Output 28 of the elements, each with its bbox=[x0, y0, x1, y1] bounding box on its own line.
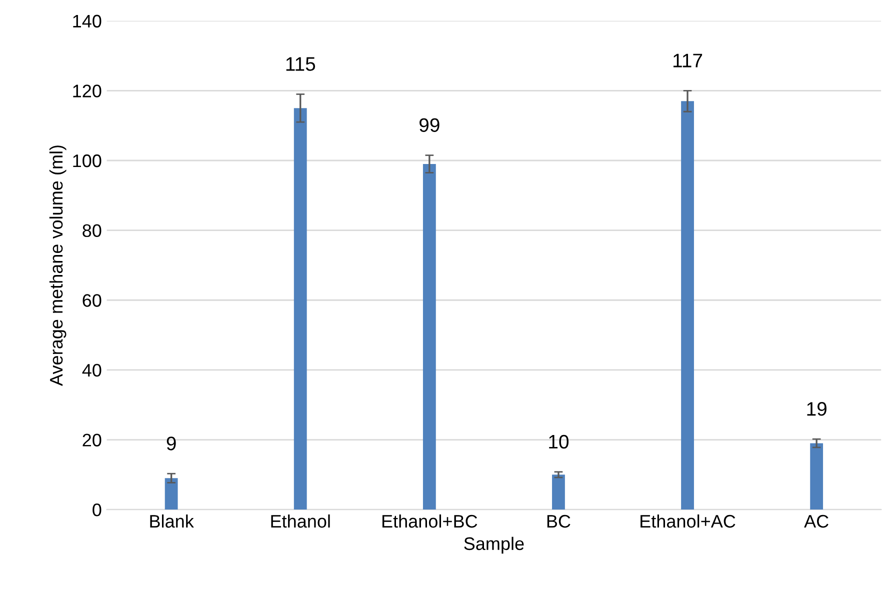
data-label: 117 bbox=[674, 54, 702, 68]
x-axis-title: Sample bbox=[464, 536, 524, 554]
y-tick-label: 0 bbox=[92, 504, 102, 516]
y-tick-label: 80 bbox=[82, 224, 102, 238]
x-tick-label: AC bbox=[804, 514, 828, 528]
y-tick-label: 120 bbox=[73, 84, 102, 98]
bar bbox=[422, 164, 436, 510]
bar bbox=[294, 108, 307, 510]
bar bbox=[552, 474, 565, 510]
data-label: 19 bbox=[807, 402, 826, 416]
y-tick-label: 40 bbox=[82, 364, 102, 377]
y-tick-label: 100 bbox=[73, 154, 102, 168]
y-axis-title: Average methane volume (ml) bbox=[49, 146, 66, 386]
bar bbox=[681, 101, 694, 510]
y-tick-label: 60 bbox=[82, 294, 102, 307]
bar bbox=[810, 443, 824, 510]
x-tick-label: Blank bbox=[150, 514, 194, 528]
data-label: 115 bbox=[286, 57, 316, 71]
x-tick-label: Ethanol bbox=[271, 514, 330, 528]
data-label: 99 bbox=[420, 118, 440, 132]
data-label: 9 bbox=[166, 436, 176, 450]
bar bbox=[164, 478, 178, 510]
x-tick-label: BC bbox=[547, 514, 570, 528]
y-tick-label: 20 bbox=[82, 434, 102, 446]
x-tick-label: Ethanol+AC bbox=[640, 514, 736, 528]
x-tick-label: Ethanol+BC bbox=[382, 514, 478, 528]
data-label: 10 bbox=[549, 434, 569, 449]
y-tick-label: 140 bbox=[73, 14, 102, 28]
